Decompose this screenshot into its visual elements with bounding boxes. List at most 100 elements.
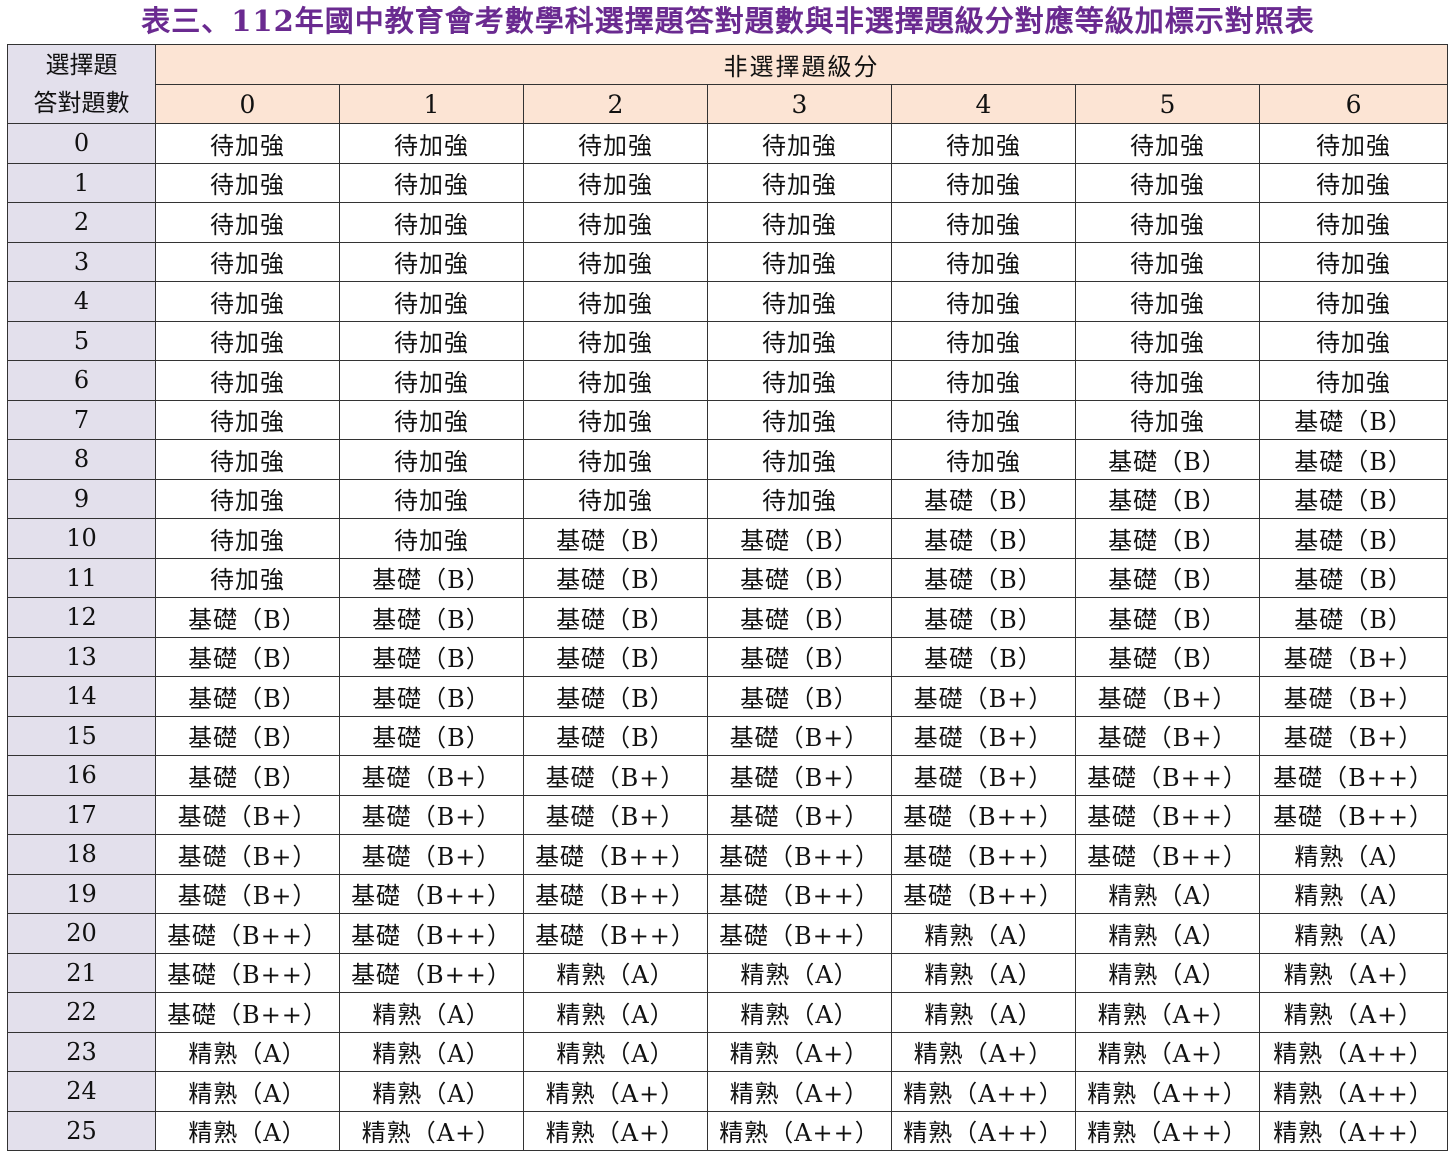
grade-cell: 精熟（A）	[523, 992, 708, 1033]
table-row: 7 待加強 待加強 待加強 待加強 待加強 待加強 基礎（B）	[7, 399, 1449, 440]
table-row: 21 基礎（B++） 基礎（B++） 精熟（A） 精熟（A） 精熟（A） 精熟（A） 精熟（A…	[7, 952, 1449, 993]
grade-cell: 基礎（B++）	[523, 873, 708, 914]
grade-cell: 基礎（B+）	[339, 834, 524, 875]
grade-cell: 精熟（A+）	[707, 1071, 892, 1112]
grade-cell: 待加強	[1258, 241, 1449, 282]
grade-cell: 基礎（B）	[339, 636, 524, 677]
grade-cell: 待加強	[523, 281, 708, 322]
grade-cell: 待加強	[707, 360, 892, 401]
grade-cell: 待加強	[1075, 241, 1260, 282]
grade-cell: 精熟（A）	[523, 952, 708, 993]
row-header: 10	[7, 518, 156, 559]
row-header: 7	[7, 399, 156, 440]
row-header: 21	[7, 952, 156, 993]
grade-cell: 待加強	[707, 202, 892, 243]
grade-cell: 精熟（A）	[891, 992, 1076, 1033]
grade-cell: 待加強	[155, 281, 340, 322]
grade-cell: 基礎（B）	[1075, 597, 1260, 638]
grade-cell: 精熟（A）	[891, 952, 1076, 993]
grade-cell: 精熟（A+）	[891, 1031, 1076, 1072]
grade-cell: 基礎（B）	[1258, 557, 1449, 598]
grade-cell: 待加強	[339, 241, 524, 282]
table-row: 6 待加強 待加強 待加強 待加強 待加強 待加強 待加強	[7, 360, 1449, 401]
grade-cell: 基礎（B）	[155, 676, 340, 717]
grade-cell: 待加強	[155, 557, 340, 598]
row-header: 1	[7, 162, 156, 203]
row-header: 11	[7, 557, 156, 598]
grade-cell: 基礎（B）	[1075, 439, 1260, 480]
grade-cell: 基礎（B）	[707, 518, 892, 559]
grade-cell: 基礎（B+）	[155, 834, 340, 875]
grade-cell: 基礎（B+）	[155, 794, 340, 835]
corner-line-1: 選擇題	[45, 51, 118, 79]
corner-header: 選擇題 答對題數	[7, 44, 156, 124]
grade-cell: 待加強	[523, 202, 708, 243]
grade-cell: 基礎（B++）	[523, 913, 708, 954]
table-row: 4 待加強 待加強 待加強 待加強 待加強 待加強 待加強	[7, 281, 1449, 322]
grade-cell: 待加強	[707, 241, 892, 282]
row-header: 16	[7, 755, 156, 796]
row-header: 22	[7, 992, 156, 1033]
row-header: 6	[7, 360, 156, 401]
grade-cell: 精熟（A）	[1075, 913, 1260, 954]
grade-cell: 待加強	[707, 320, 892, 361]
grade-cell: 待加強	[1075, 162, 1260, 203]
grade-cell: 待加強	[523, 320, 708, 361]
grade-cell: 待加強	[155, 202, 340, 243]
grade-cell: 待加強	[523, 478, 708, 519]
grade-cell: 待加強	[155, 399, 340, 440]
grade-cell: 精熟（A）	[339, 1071, 524, 1112]
grade-cell: 待加強	[339, 478, 524, 519]
grade-cell: 待加強	[155, 478, 340, 519]
table-row: 19 基礎（B+） 基礎（B++） 基礎（B++） 基礎（B++） 基礎（B++） 精熟（A…	[7, 873, 1449, 914]
grade-cell: 待加強	[155, 320, 340, 361]
grade-cell: 待加強	[155, 439, 340, 480]
grade-cell: 基礎（B+）	[1075, 715, 1260, 756]
grade-cell: 精熟（A）	[339, 992, 524, 1033]
grade-cell: 精熟（A++）	[891, 1071, 1076, 1112]
grade-cell: 基礎（B）	[891, 597, 1076, 638]
row-header: 15	[7, 715, 156, 756]
grade-cell: 精熟（A++）	[1075, 1110, 1260, 1151]
column-group-header: 非選擇題級分	[154, 44, 1449, 85]
table-row: 23 精熟（A） 精熟（A） 精熟（A） 精熟（A+） 精熟（A+） 精熟（A+） 精熟（A+…	[7, 1031, 1449, 1072]
grade-cell: 基礎（B）	[523, 636, 708, 677]
grade-cell: 精熟（A++）	[1258, 1031, 1449, 1072]
grade-cell: 待加強	[1075, 360, 1260, 401]
table-row: 14 基礎（B） 基礎（B） 基礎（B） 基礎（B） 基礎（B+） 基礎（B+） 基礎（B+）	[7, 676, 1449, 717]
grade-cell: 基礎（B）	[891, 636, 1076, 677]
grade-cell: 基礎（B++）	[707, 834, 892, 875]
grade-cell: 基礎（B+）	[891, 715, 1076, 756]
grade-cell: 基礎（B）	[155, 755, 340, 796]
grade-cell: 基礎（B）	[707, 597, 892, 638]
table-title: 表三、112年國中教育會考數學科選擇題答對題數與非選擇題級分對應等級加標示對照表	[141, 4, 1315, 38]
row-header: 25	[7, 1110, 156, 1151]
column-header: 6	[1258, 84, 1449, 124]
grade-cell: 基礎（B++）	[1075, 755, 1260, 796]
table-row: 20 基礎（B++） 基礎（B++） 基礎（B++） 基礎（B++） 精熟（A） 精熟（A）…	[7, 913, 1449, 954]
grade-cell: 基礎（B++）	[891, 873, 1076, 914]
grade-cell: 基礎（B）	[707, 676, 892, 717]
grade-cell: 待加強	[339, 439, 524, 480]
row-header: 3	[7, 241, 156, 282]
grade-cell: 精熟（A+）	[1075, 992, 1260, 1033]
grade-cell: 待加強	[1258, 360, 1449, 401]
grade-cell: 基礎（B）	[891, 518, 1076, 559]
row-header: 17	[7, 794, 156, 835]
table-row: 5 待加強 待加強 待加強 待加強 待加強 待加強 待加強	[7, 320, 1449, 361]
grade-cell: 基礎（B++）	[891, 834, 1076, 875]
grade-cell: 精熟（A+）	[1258, 952, 1449, 993]
grade-cell: 基礎（B++）	[1075, 794, 1260, 835]
grade-cell: 基礎（B+）	[1258, 636, 1449, 677]
grade-cell: 精熟（A）	[339, 1031, 524, 1072]
grade-cell: 基礎（B）	[1075, 478, 1260, 519]
grade-cell: 待加強	[1075, 399, 1260, 440]
grade-cell: 基礎（B）	[155, 715, 340, 756]
grade-cell: 精熟（A）	[707, 952, 892, 993]
grade-cell: 待加強	[1075, 281, 1260, 322]
grade-cell: 基礎（B）	[523, 715, 708, 756]
table-row: 18 基礎（B+） 基礎（B+） 基礎（B++） 基礎（B++） 基礎（B++） 基礎（B+…	[7, 834, 1449, 875]
grade-cell: 待加強	[707, 162, 892, 203]
grade-cell: 待加強	[1075, 123, 1260, 164]
grade-cell: 待加強	[155, 360, 340, 401]
